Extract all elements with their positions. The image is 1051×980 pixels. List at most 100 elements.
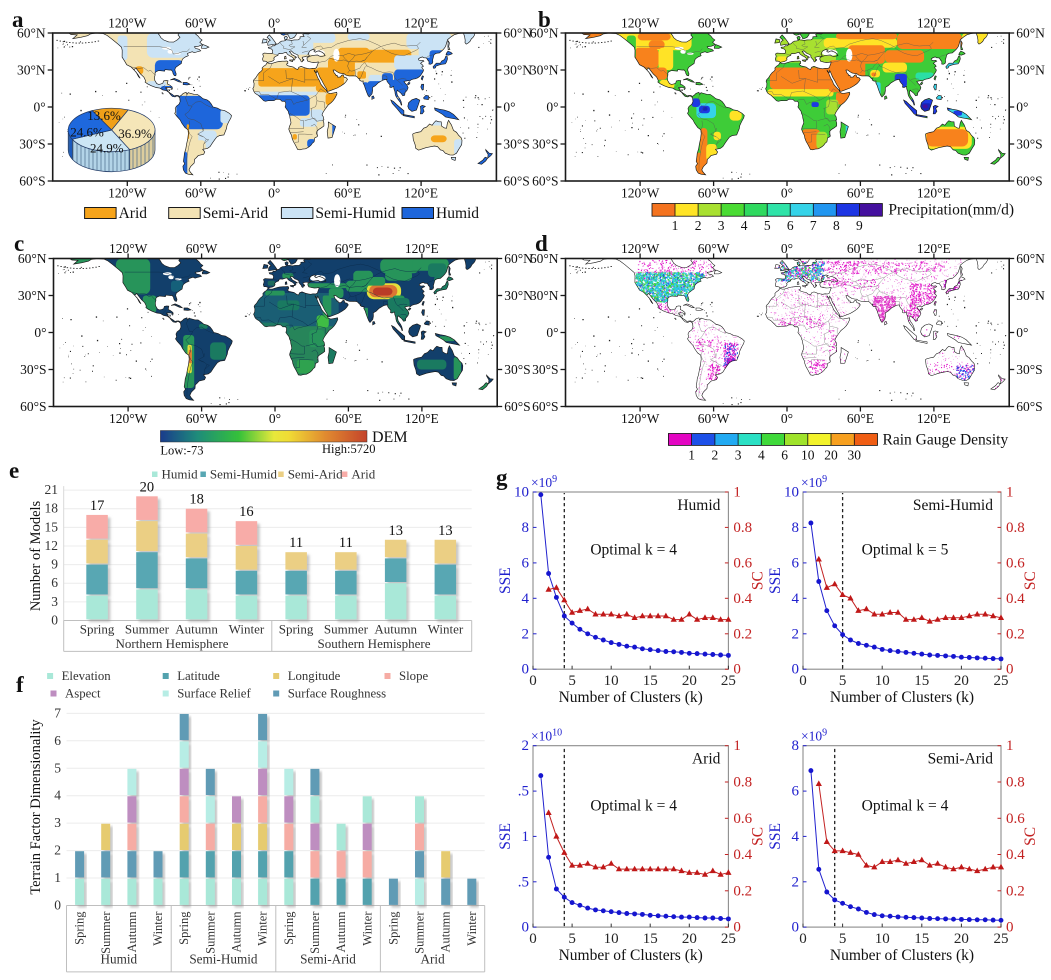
svg-text:20: 20 [140,479,155,495]
svg-text:0°: 0° [34,325,46,340]
svg-text:Number of Models: Number of Models [28,500,44,611]
svg-text:3: 3 [54,815,61,830]
svg-text:SSE: SSE [497,567,514,594]
svg-text:Arid: Arid [421,952,446,967]
svg-text:Semi-Arid: Semi-Arid [203,205,269,222]
svg-text:Number of Clusters (k): Number of Clusters (k) [830,689,974,706]
svg-text:30°S: 30°S [20,362,46,377]
svg-text:7: 7 [810,218,817,233]
svg-text:d: d [535,231,548,256]
svg-text:30°N: 30°N [530,63,559,78]
svg-text:c: c [14,231,24,256]
svg-text:Winter: Winter [360,911,374,946]
svg-text:5: 5 [764,218,771,233]
svg-text:60°N: 60°N [17,26,46,41]
svg-text:21: 21 [45,482,59,497]
svg-text:30°S: 30°S [532,137,558,152]
svg-text:1: 1 [1006,738,1014,754]
svg-text:0.8: 0.8 [1006,774,1025,790]
svg-text:6: 6 [781,447,788,462]
svg-text:×109: ×109 [801,474,827,490]
svg-text:0: 0 [799,673,807,689]
svg-text:120°W: 120°W [621,241,660,256]
svg-text:60°W: 60°W [186,411,218,426]
svg-text:0°: 0° [781,16,793,31]
svg-text:Semi-Humid: Semi-Humid [189,952,258,967]
svg-text:Humid: Humid [677,497,720,514]
svg-text:Slope: Slope [399,669,428,683]
svg-text:20: 20 [682,931,697,947]
svg-text:15: 15 [643,673,658,689]
svg-text:0.6: 0.6 [1006,811,1025,827]
svg-text:6: 6 [787,218,794,233]
svg-text:0: 0 [1006,920,1014,936]
svg-text:Winter: Winter [465,911,479,946]
svg-text:60°W: 60°W [185,186,217,201]
svg-text:0.4: 0.4 [733,847,752,863]
svg-text:60°E: 60°E [847,241,874,256]
svg-text:18: 18 [189,492,204,508]
svg-text:60°W: 60°W [698,241,730,256]
svg-text:SSE: SSE [767,567,784,594]
svg-text:15: 15 [914,931,929,947]
svg-text:3: 3 [735,447,742,462]
svg-text:120°E: 120°E [404,16,438,31]
svg-text:Summer: Summer [125,622,170,637]
svg-text:9: 9 [51,557,58,572]
svg-text:Arid: Arid [692,751,721,768]
svg-text:30: 30 [848,447,862,462]
svg-text:Optimal k = 4: Optimal k = 4 [862,797,949,814]
svg-text:5: 5 [839,931,847,947]
svg-text:3: 3 [51,594,58,609]
svg-text:1: 1 [733,485,741,501]
svg-text:0°: 0° [781,411,793,426]
svg-text:20: 20 [954,931,969,947]
svg-text:Low:-73: Low:-73 [160,444,203,458]
svg-text:20: 20 [682,673,697,689]
svg-text:10: 10 [875,673,890,689]
svg-text:0.2: 0.2 [1006,883,1025,899]
svg-text:Surface Roughness: Surface Roughness [288,687,386,701]
svg-text:60°S: 60°S [532,399,558,414]
svg-text:SC: SC [749,571,766,590]
svg-text:1: 1 [522,829,530,845]
svg-text:0°: 0° [34,100,46,115]
svg-text:0: 0 [529,673,537,689]
svg-text:15: 15 [45,519,59,534]
svg-text:5: 5 [568,931,576,947]
svg-text:0.4: 0.4 [733,591,752,607]
svg-text:4: 4 [792,591,800,607]
svg-text:0.4: 0.4 [1006,847,1025,863]
svg-text:60°N: 60°N [1016,251,1045,266]
svg-text:Longitude: Longitude [288,669,341,683]
svg-text:6: 6 [54,733,61,748]
svg-text:60°S: 60°S [20,399,46,414]
svg-text:Semi-Arid: Semi-Arid [928,751,994,768]
svg-text:Optimal k = 4: Optimal k = 4 [590,797,677,814]
svg-text:0°: 0° [268,186,280,201]
svg-text:0: 0 [522,662,530,678]
svg-text:Spring: Spring [80,622,115,637]
svg-text:×109: ×109 [801,728,827,744]
svg-text:Aspect: Aspect [65,687,101,701]
svg-text:Humid: Humid [436,205,479,222]
svg-text:60°E: 60°E [334,16,361,31]
svg-text:High:5720: High:5720 [322,442,375,456]
svg-text:0.6: 0.6 [733,555,752,571]
svg-text:30°N: 30°N [1016,63,1045,78]
svg-text:13.6%: 13.6% [87,108,121,123]
svg-text:Rain Gauge Density: Rain Gauge Density [883,431,1009,448]
svg-text:60°N: 60°N [18,251,47,266]
svg-text:×1010: ×1010 [531,728,562,744]
svg-text:Winter: Winter [229,622,265,637]
svg-text:0: 0 [51,613,58,628]
svg-text:Southern Hemisphere: Southern Hemisphere [317,636,430,651]
svg-text:60°N: 60°N [1016,26,1045,41]
svg-text:5: 5 [54,760,61,775]
svg-text:120°W: 120°W [621,411,660,426]
svg-text:Summer: Summer [203,911,217,954]
svg-text:0°: 0° [1016,100,1028,115]
svg-text:0: 0 [733,920,741,936]
svg-text:a: a [12,7,24,32]
svg-text:Summer: Summer [413,911,427,954]
